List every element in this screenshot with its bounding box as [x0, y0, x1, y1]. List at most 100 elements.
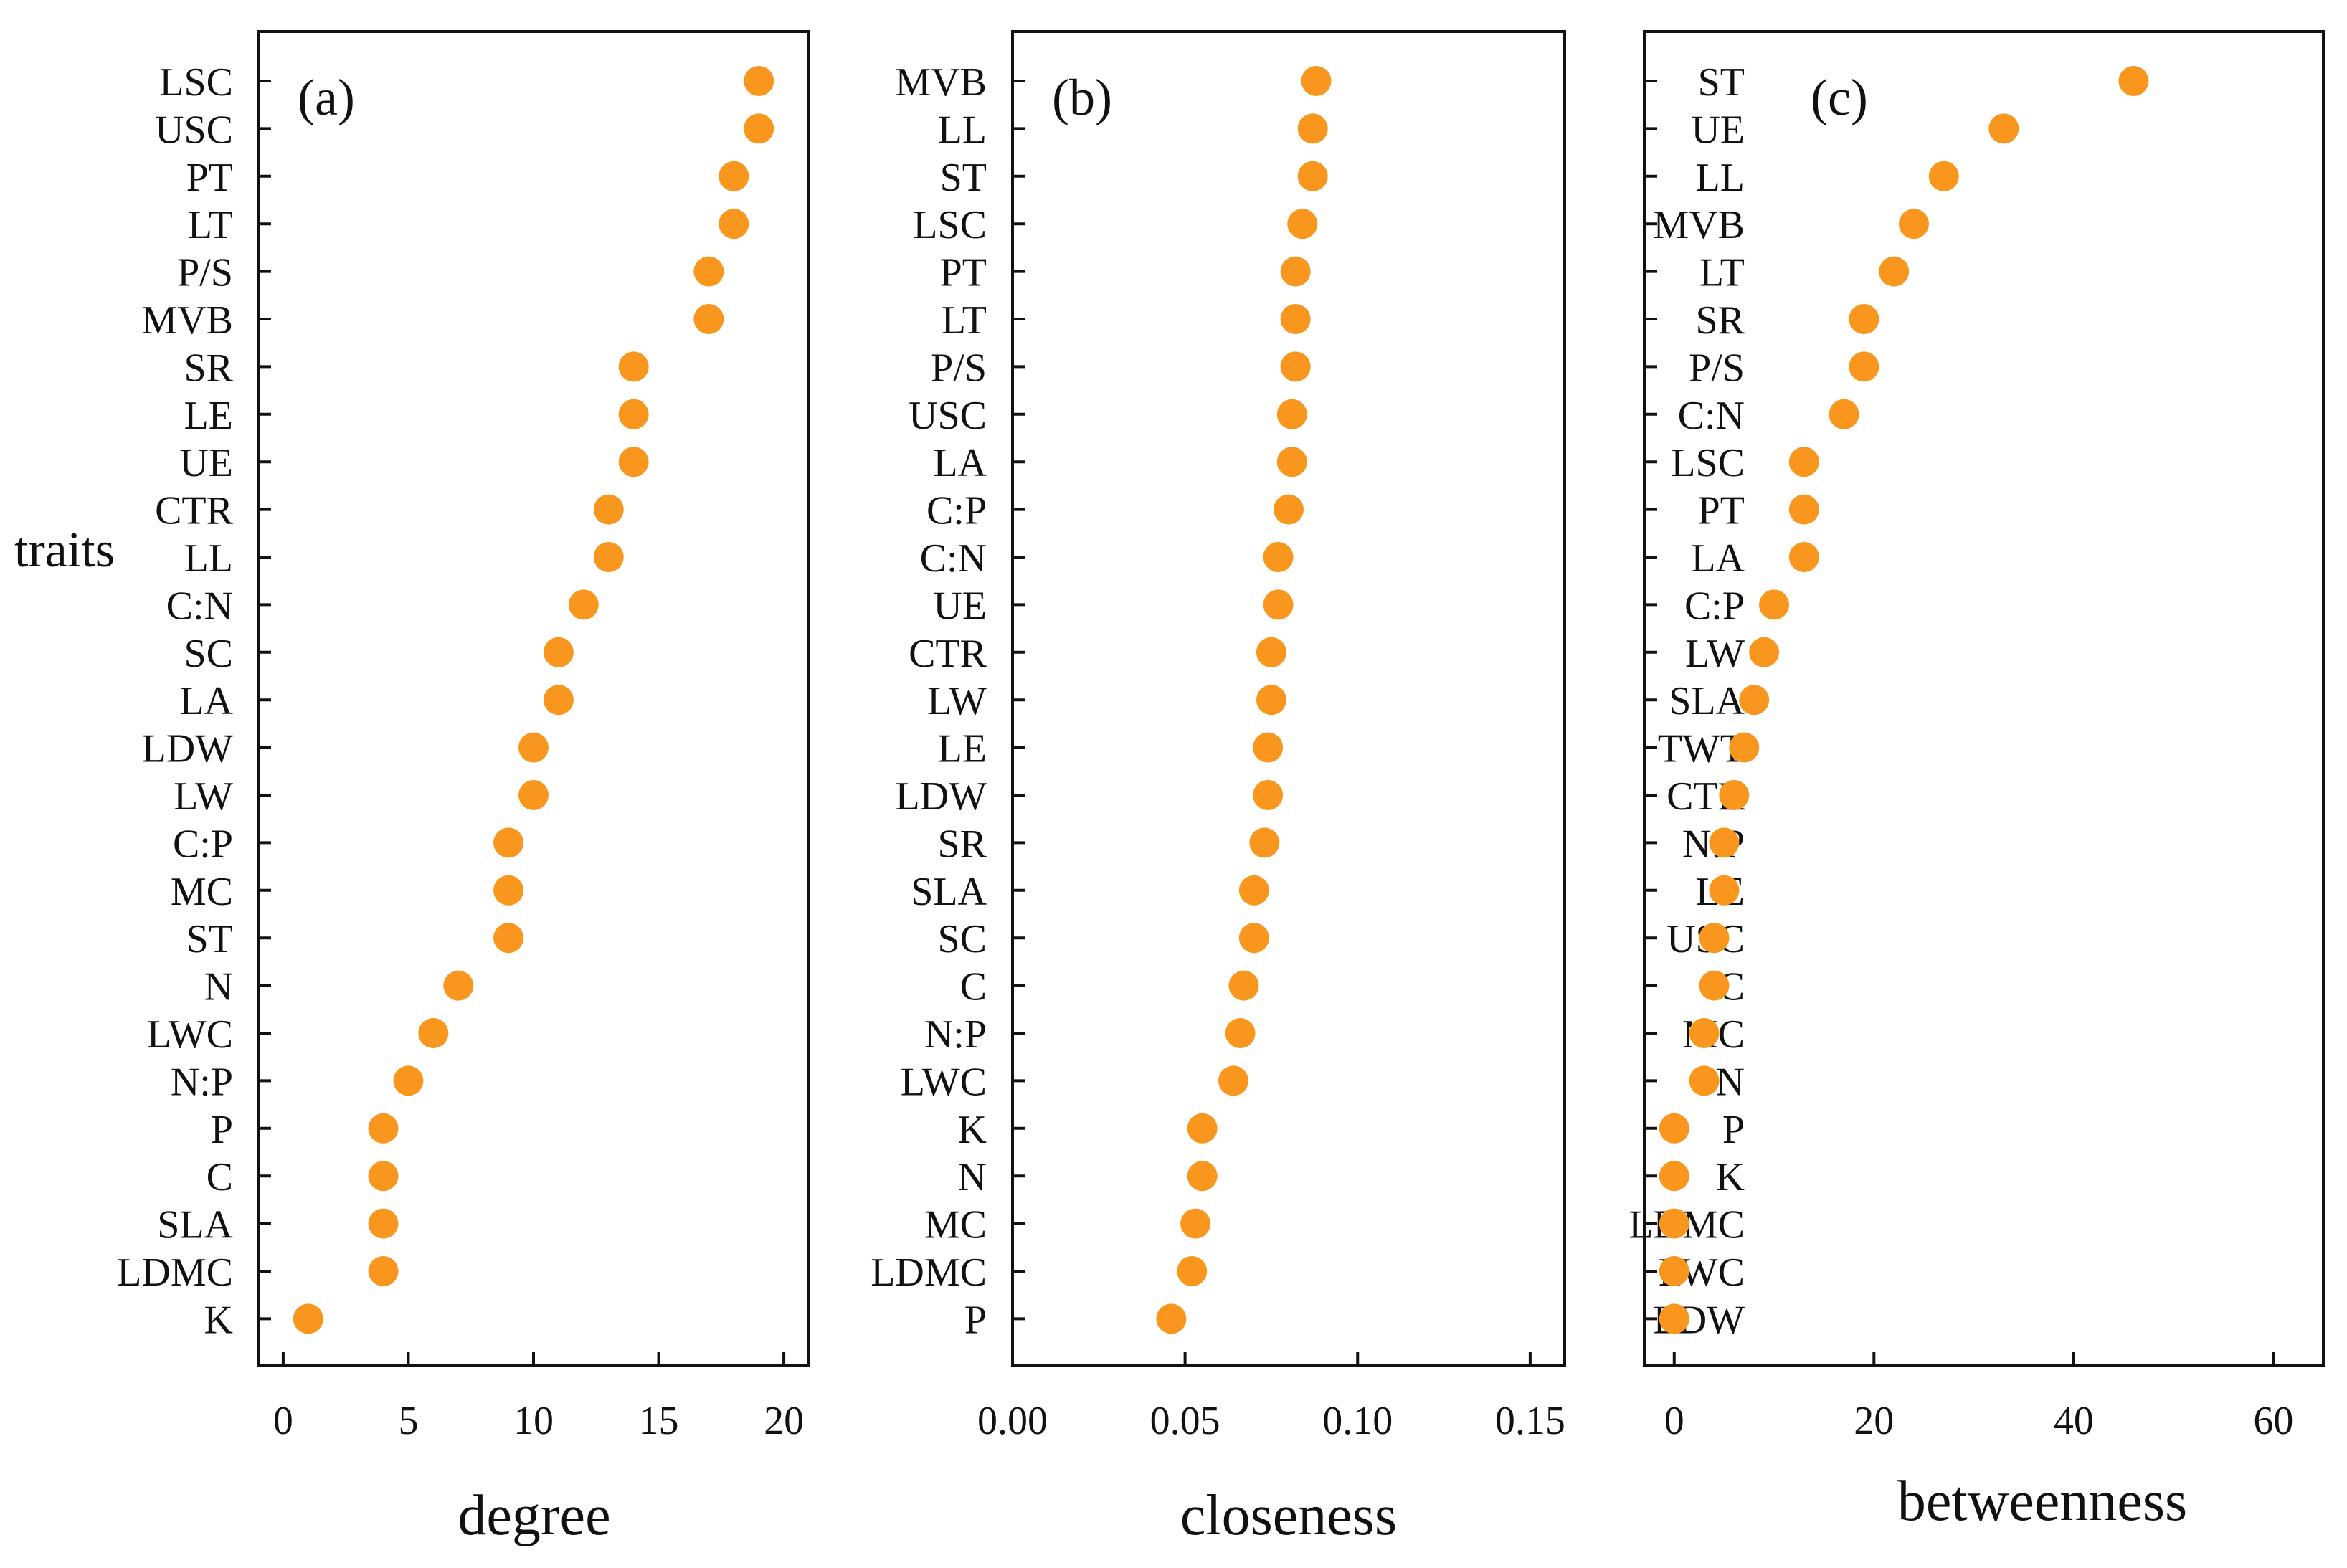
data-point: [1659, 1303, 1689, 1334]
x-tick-label: 15: [639, 1399, 679, 1443]
data-point: [1228, 970, 1259, 1001]
data-point: [1249, 827, 1280, 858]
data-point: [493, 827, 524, 858]
y-tick-label: SR: [1696, 298, 1745, 343]
y-tick-label: SR: [184, 346, 234, 390]
y-tick-label: ST: [186, 917, 233, 961]
y-tick-label: LDMC: [871, 1250, 987, 1295]
data-point: [1187, 1161, 1218, 1192]
data-point: [1280, 351, 1311, 382]
data-point: [693, 256, 724, 287]
data-point: [1788, 494, 1819, 525]
y-tick-label: CTR: [155, 489, 234, 533]
y-tick-label: C:P: [926, 489, 987, 533]
data-point: [1719, 780, 1750, 810]
y-tick-label: USC: [155, 108, 233, 152]
y-tick-label: LSC: [159, 60, 233, 105]
y-tick-label: P/S: [931, 346, 987, 390]
y-tick-label: PT: [186, 156, 233, 200]
y-tick-label: N:P: [171, 1060, 233, 1104]
y-tick-label: N: [1716, 1060, 1745, 1104]
y-tick-label: UE: [1691, 108, 1745, 152]
data-point: [368, 1256, 399, 1286]
data-point: [1253, 732, 1284, 763]
data-point: [1659, 1208, 1689, 1239]
data-point: [1709, 827, 1740, 858]
y-tick-label: MVB: [141, 298, 233, 343]
y-tick-label: K: [958, 1108, 987, 1152]
y-tick-label: ST: [1698, 60, 1745, 105]
plot-frame: [1643, 30, 2325, 1367]
y-tick-label: LW: [927, 679, 987, 723]
y-tick-label: LA: [933, 441, 987, 485]
x-axis-label: closeness: [1180, 1484, 1397, 1547]
y-tick-label: C:P: [1684, 584, 1745, 628]
data-point: [1253, 780, 1284, 810]
x-axis-label: betweenness: [1897, 1470, 2187, 1533]
y-tick-label: K: [1716, 1155, 1745, 1199]
data-point: [1739, 685, 1770, 716]
panel-label: (a): [298, 69, 355, 126]
y-tick-label: SLA: [911, 870, 987, 914]
x-tick-label: 0.05: [1150, 1399, 1220, 1443]
data-point: [1699, 970, 1730, 1001]
y-tick-label: LL: [184, 536, 233, 581]
data-point: [1659, 1256, 1689, 1286]
data-point: [1297, 161, 1328, 191]
y-tick-label: SLA: [1669, 679, 1745, 723]
y-tick-label: PT: [940, 251, 987, 295]
data-point: [1729, 732, 1760, 763]
y-tick-label: ST: [940, 156, 987, 200]
data-point: [368, 1161, 399, 1192]
data-point: [1849, 351, 1879, 382]
data-point: [1280, 304, 1311, 334]
data-point: [593, 494, 624, 525]
panel-label: (c): [1811, 69, 1868, 126]
y-tick-label: USC: [909, 394, 987, 438]
data-point: [1899, 209, 1930, 239]
y-tick-label: LL: [938, 108, 987, 152]
data-point: [493, 875, 524, 906]
y-tick-label: MC: [171, 870, 233, 914]
data-point: [1274, 494, 1304, 525]
data-point: [1659, 1113, 1689, 1144]
data-point: [1699, 923, 1730, 954]
data-point: [1709, 875, 1740, 906]
data-point: [1280, 256, 1311, 287]
y-tick-label: SC: [184, 632, 234, 676]
data-point: [1849, 304, 1879, 334]
data-point: [1297, 113, 1328, 144]
panel-c: (c) 0 20 40 60 betweenness STUELLMVBLTSRP/SC:N…: [1628, 30, 2325, 1533]
data-point: [1788, 542, 1819, 572]
y-tick-label: SC: [938, 917, 987, 961]
data-point: [1180, 1208, 1211, 1239]
data-point: [1263, 589, 1294, 620]
y-tick-label: CTR: [909, 632, 987, 676]
x-tick-label: 0.10: [1322, 1399, 1393, 1443]
panel-a: (a)0 5 10 15 20degreeLSCUSCPTLTP/SMVBSRLEUEC…: [117, 30, 810, 1547]
data-point: [1238, 875, 1269, 906]
y-tick-label: N: [958, 1155, 987, 1199]
data-point: [744, 113, 774, 144]
data-point: [618, 447, 649, 477]
data-point: [418, 1018, 449, 1048]
data-point: [744, 66, 774, 96]
y-tick-label: MVB: [1653, 203, 1745, 247]
data-point: [593, 542, 624, 572]
data-point: [719, 161, 749, 191]
y-tick-label: LDMC: [117, 1250, 233, 1295]
x-tick-label: 0: [273, 1399, 293, 1443]
y-tick-label: P/S: [177, 251, 233, 295]
y-tick-label: K: [204, 1298, 233, 1342]
data-point: [1256, 637, 1286, 667]
y-tick-label: C: [207, 1155, 233, 1199]
y-tick-label: C:P: [173, 822, 233, 866]
y-tick-label: LSC: [1671, 441, 1745, 485]
y-tick-label: P/S: [1689, 346, 1745, 390]
y-tick-label: MVB: [895, 60, 987, 105]
x-tick-label: 0.00: [977, 1399, 1048, 1443]
y-tick-label: C:N: [920, 536, 987, 581]
x-tick-label: 0: [1664, 1399, 1684, 1443]
data-point: [1689, 1065, 1720, 1096]
